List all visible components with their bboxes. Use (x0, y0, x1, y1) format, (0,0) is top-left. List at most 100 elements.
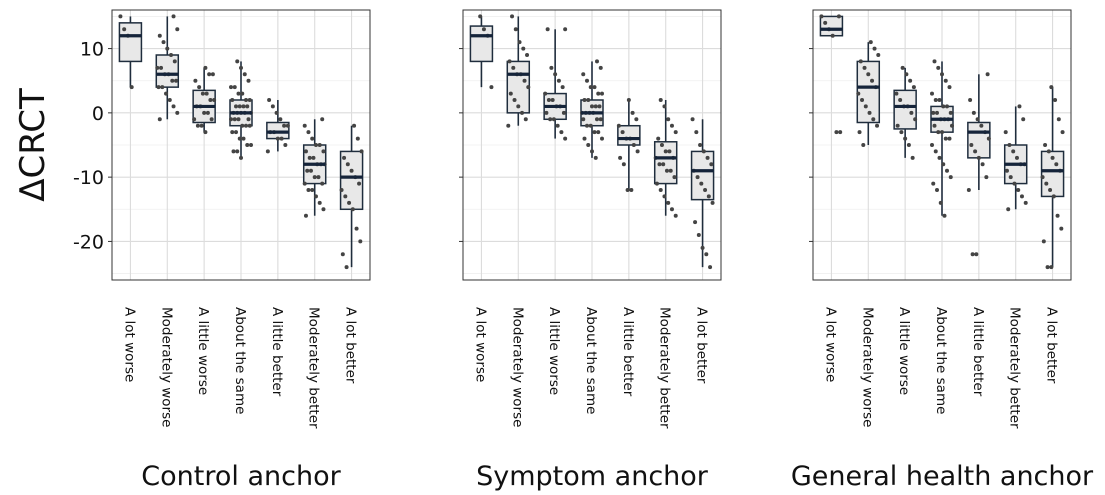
data-point (598, 117, 603, 122)
data-point (550, 98, 555, 102)
data-point (863, 104, 868, 109)
data-point (673, 130, 678, 135)
data-point (355, 136, 360, 141)
data-point (161, 40, 166, 45)
data-point (506, 123, 511, 128)
data-point (596, 91, 601, 96)
data-point (585, 78, 589, 83)
data-point (974, 252, 979, 257)
data-point (661, 162, 666, 167)
data-point (941, 162, 946, 167)
box (819, 15, 844, 37)
data-point (122, 27, 127, 32)
category-label: A little better (620, 307, 636, 397)
data-point (510, 14, 515, 19)
data-point (694, 130, 699, 135)
data-point (310, 188, 315, 192)
data-point (159, 65, 164, 70)
data-point (306, 188, 311, 192)
data-point (662, 194, 667, 199)
data-point (246, 78, 251, 83)
data-point (980, 162, 985, 167)
data-point (526, 85, 531, 90)
data-point (1053, 98, 1058, 102)
data-point (699, 181, 704, 186)
category-label: A lot better (1044, 307, 1060, 384)
data-point (129, 85, 134, 90)
data-point (345, 162, 350, 167)
data-point (317, 200, 322, 205)
data-point (931, 110, 936, 115)
data-point (350, 207, 355, 212)
data-point (234, 130, 238, 135)
data-point (948, 175, 953, 180)
box (469, 25, 494, 63)
data-point (860, 98, 865, 102)
plot-border (812, 9, 1072, 281)
data-point (239, 65, 243, 70)
data-point (586, 143, 591, 147)
data-point (708, 265, 713, 270)
data-point (861, 143, 866, 147)
category-label: A little better (970, 307, 986, 397)
data-point (696, 233, 701, 237)
data-point (634, 117, 639, 122)
category-label: About the same (583, 307, 599, 414)
data-point (1021, 117, 1026, 122)
data-point (600, 91, 604, 96)
data-point (582, 98, 587, 102)
data-point (207, 72, 212, 77)
data-point (945, 168, 949, 173)
data-point (857, 130, 862, 135)
category-label: A little worse (195, 307, 211, 395)
data-point (478, 14, 483, 19)
data-point (172, 59, 177, 64)
data-point (303, 149, 308, 154)
data-point (1016, 188, 1021, 192)
data-point (899, 130, 904, 135)
data-point (588, 85, 593, 90)
data-point (931, 181, 936, 186)
data-point (700, 245, 705, 250)
data-point (620, 130, 625, 135)
data-point (306, 130, 311, 135)
data-point (930, 143, 934, 147)
data-point (302, 123, 307, 128)
data-point (616, 123, 621, 128)
data-point (1048, 188, 1053, 192)
data-point (195, 123, 200, 128)
data-point (513, 27, 518, 32)
category-label: About the same (232, 307, 248, 414)
category-label: A little better (269, 307, 285, 397)
data-point (320, 117, 325, 122)
data-point (943, 136, 948, 141)
data-point (823, 20, 828, 25)
data-point (695, 175, 700, 180)
data-point (658, 98, 663, 102)
data-point (236, 91, 241, 96)
y-tick-label: 0 (92, 103, 104, 125)
data-point (308, 168, 313, 173)
data-point (358, 239, 363, 244)
data-point (1006, 207, 1011, 212)
data-point (581, 72, 586, 77)
data-point (868, 40, 873, 45)
data-point (265, 149, 270, 154)
data-point (549, 65, 554, 70)
data-point (352, 123, 357, 128)
data-point (525, 53, 530, 57)
data-point (548, 117, 553, 122)
y-tick-label: -20 (73, 231, 104, 253)
data-point (656, 136, 661, 141)
data-point (349, 168, 354, 173)
data-point (936, 65, 941, 70)
data-point (241, 104, 246, 109)
data-point (986, 136, 991, 141)
data-point (910, 155, 915, 160)
data-point (672, 175, 677, 180)
data-point (160, 85, 165, 90)
data-point (870, 78, 875, 83)
data-point (582, 136, 587, 141)
data-point (590, 104, 594, 109)
